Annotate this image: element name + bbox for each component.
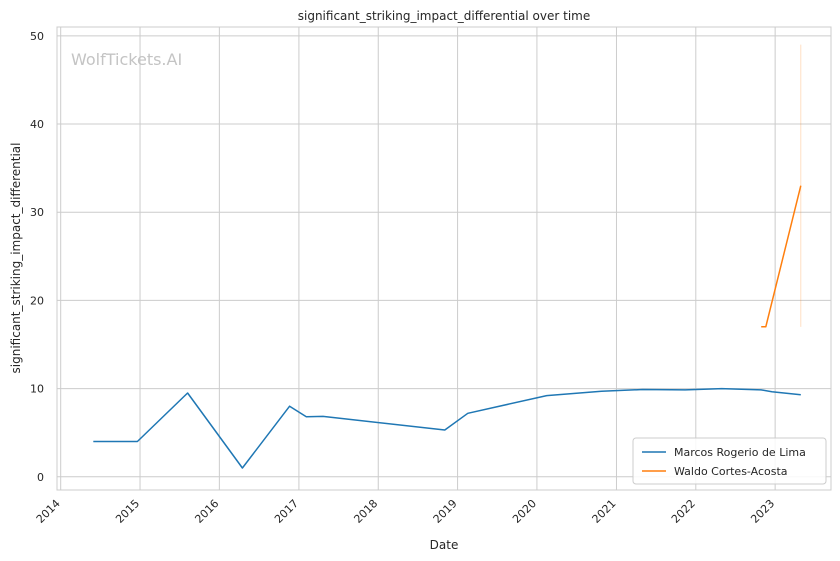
x-tick-label: 2019: [431, 497, 460, 526]
chart-title: significant_striking_impact_differential…: [298, 9, 590, 23]
y-tick-label: 10: [30, 383, 44, 396]
y-tick-label: 20: [30, 294, 44, 307]
series-lines: [93, 185, 802, 469]
x-axis-title: Date: [430, 538, 459, 552]
x-tick-label: 2020: [510, 497, 539, 526]
x-tick-label: 2021: [590, 497, 619, 526]
x-tick-label: 2018: [351, 497, 380, 526]
x-tick-label: 2023: [748, 497, 777, 526]
x-tick-label: 2016: [192, 497, 221, 526]
legend-entry-1: Waldo Cortes-Acosta: [674, 465, 788, 478]
legend-entry-0: Marcos Rogerio de Lima: [674, 446, 806, 459]
x-tick-label: 2022: [669, 497, 698, 526]
watermark: WolfTickets.AI: [71, 50, 182, 69]
y-tick-label: 40: [30, 118, 44, 131]
y-tick-label: 30: [30, 206, 44, 219]
legend-box: [632, 437, 827, 485]
y-tick-labels: 0 10 20 30 40 50: [30, 30, 44, 484]
x-tick-label: 2014: [34, 497, 63, 526]
plot-area: [56, 26, 832, 491]
y-axis-title: significant_striking_impact_differential: [9, 143, 23, 374]
x-tick-labels: 2014 2015 2016 2017 2018 2019 2020 2021 2022 2023: [34, 497, 777, 526]
legend: Marcos Rogerio de Lima Waldo Cortes-Acos…: [632, 437, 827, 485]
series-line-1: [761, 185, 802, 328]
x-tick-label: 2015: [113, 497, 142, 526]
grid: [57, 27, 831, 490]
y-tick-label: 0: [37, 471, 44, 484]
series-line-0: [93, 387, 801, 469]
x-tick-label: 2017: [272, 497, 301, 526]
y-tick-label: 50: [30, 30, 44, 43]
